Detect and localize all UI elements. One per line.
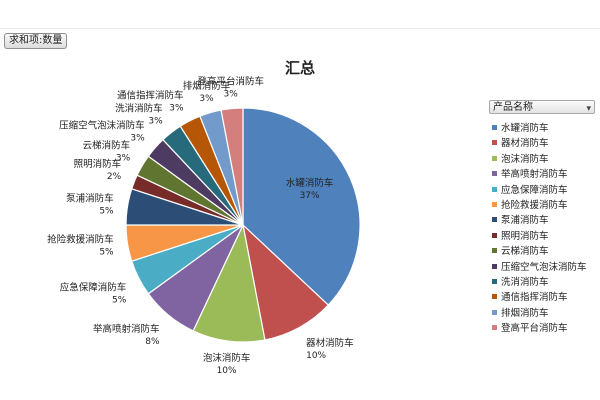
legend-swatch <box>492 232 497 238</box>
data-label-percent: 5% <box>99 207 114 217</box>
legend-swatch <box>492 278 497 284</box>
data-label-name: 照明消防车 <box>74 158 122 170</box>
legend-label: 泵浦消防车 <box>501 215 549 227</box>
legend-label: 云梯消防车 <box>501 246 549 258</box>
legend-label: 照明消防车 <box>501 230 549 242</box>
data-label-percent: 3% <box>116 153 131 163</box>
data-label-name: 应急保障消防车 <box>60 282 127 294</box>
filter-dropdown-icon[interactable]: ▾ <box>586 104 591 114</box>
data-label-name: 抢险救援消防车 <box>47 234 114 246</box>
data-label-percent: 5% <box>112 296 127 306</box>
data-label-name: 通信指挥消防车 <box>117 89 184 101</box>
legend-swatch <box>492 325 497 331</box>
legend-entry: 泡沫消防车 <box>492 152 587 167</box>
legend-filter-header[interactable]: 产品名称 ▾ <box>489 100 595 114</box>
legend-swatch <box>492 248 497 254</box>
slice-1 <box>242 107 361 306</box>
data-label-percent: 3% <box>199 94 214 104</box>
slice-3 <box>192 223 266 343</box>
pie-slices <box>125 107 361 343</box>
legend-entry: 压缩空气泡沫消防车 <box>492 260 587 275</box>
legend-swatch <box>492 171 497 177</box>
legend-swatch <box>492 186 497 192</box>
data-label-name: 压缩空气泡沫消防车 <box>59 119 145 131</box>
data-label-percent: 8% <box>145 337 160 347</box>
legend-entry: 排烟消防车 <box>492 306 587 321</box>
legend-label: 应急保障消防车 <box>501 184 568 196</box>
legend-entry: 洗消消防车 <box>492 275 587 290</box>
data-label-percent: 10% <box>306 351 326 361</box>
data-label-name: 云梯消防车 <box>83 139 131 151</box>
legend-entry: 举高喷射消防车 <box>492 167 587 182</box>
chart-title: 汇总 <box>285 59 315 77</box>
data-label-percent: 3% <box>224 90 239 100</box>
data-label-name: 泵浦消防车 <box>66 193 114 205</box>
legend-entry: 抢险救援消防车 <box>492 198 587 213</box>
legend-entry: 照明消防车 <box>492 229 587 244</box>
legend-swatch <box>492 294 497 300</box>
legend: 水罐消防车器材消防车泡沫消防车举高喷射消防车 应急保障消防车 抢险救援消防车 泵浦消防… <box>492 121 587 336</box>
legend-swatch <box>492 155 497 161</box>
legend-swatch <box>492 217 497 223</box>
legend-label: 抢险救援消防车 <box>501 199 568 211</box>
legend-swatch <box>492 263 497 269</box>
legend-label: 器材消防车 <box>501 138 549 150</box>
legend-entry: 云梯消防车 <box>492 244 587 259</box>
data-label-name: 水罐消防车 <box>286 177 334 189</box>
data-label-percent: 3% <box>130 133 145 143</box>
slice-14 <box>220 107 244 226</box>
legend-label: 举高喷射消防车 <box>501 169 568 181</box>
data-label-name: 器材消防车 <box>306 337 354 349</box>
data-label-name: 举高喷射消防车 <box>93 323 160 335</box>
legend-swatch <box>492 309 497 315</box>
data-label-percent: 10% <box>217 366 237 376</box>
data-label-percent: 5% <box>99 248 114 258</box>
legend-swatch <box>492 125 497 130</box>
data-label-name: 泡沫消防车 <box>203 352 251 364</box>
data-label-percent: 2% <box>107 172 122 182</box>
data-labels: 水罐消防车 37% 器材消防车 10% 泡沫消防车 10% 举高喷射消防车 8% 应急保障消防车… <box>47 76 354 376</box>
legend-header-label: 产品名称 <box>493 102 533 113</box>
legend-label: 压缩空气泡沫消防车 <box>501 261 587 273</box>
top-divider <box>0 28 600 29</box>
legend-entry: 登高平台消防车 <box>492 321 587 336</box>
legend-entry: 应急保障消防车 <box>492 183 587 198</box>
legend-entry: 泵浦消防车 <box>492 213 587 228</box>
legend-label: 泡沫消防车 <box>501 153 549 165</box>
legend-label: 排烟消防车 <box>501 307 549 319</box>
legend-label: 登高平台消防车 <box>501 323 568 335</box>
data-label-name: 登高平台消防车 <box>197 76 264 88</box>
legend-swatch <box>492 201 497 207</box>
slice-2 <box>242 223 330 341</box>
data-label-name: 洗消消防车 <box>115 103 163 115</box>
legend-entry: 通信指挥消防车 <box>492 290 587 305</box>
pivot-field-button[interactable]: 求和项:数量 <box>4 33 68 49</box>
legend-label: 水罐消防车 <box>501 123 549 134</box>
data-label-percent: 3% <box>148 117 163 127</box>
legend-swatch <box>492 140 497 146</box>
data-label-name: 排烟消防车 <box>183 80 231 92</box>
data-label-percent: 37% <box>300 191 320 201</box>
legend-entry: 水罐消防车 <box>492 121 587 136</box>
legend-label: 通信指挥消防车 <box>501 292 568 304</box>
legend-entry: 器材消防车 <box>492 136 587 151</box>
legend-label: 洗消消防车 <box>501 276 549 288</box>
data-label-percent: 3% <box>169 103 184 113</box>
